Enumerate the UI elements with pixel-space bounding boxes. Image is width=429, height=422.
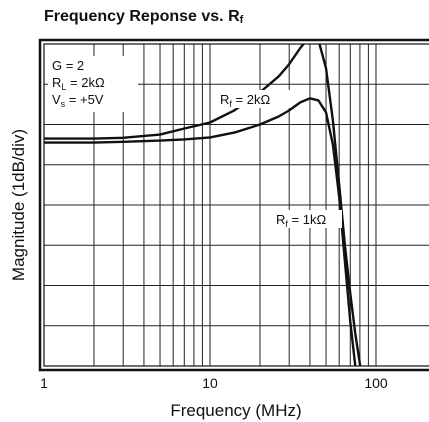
curves: [44, 44, 362, 366]
chart-title: Frequency Reponse vs. Rf: [44, 8, 244, 26]
svg-text:Rf = 1kΩ: Rf = 1kΩ: [276, 212, 326, 229]
conditions-box: G = 2 RL = 2kΩ Vs = +5V: [48, 56, 138, 112]
x-tick-labels: 1 10 100: [40, 375, 388, 391]
grid: [44, 44, 429, 366]
rl-annotation: RL = 2kΩ: [52, 75, 105, 92]
plot-frame: [38, 38, 429, 372]
series-label-rf-2k: Rf = 2kΩ: [216, 90, 290, 109]
series-label-rf-1k: Rf = 1kΩ: [272, 210, 342, 229]
vs-annotation: Vs = +5V: [52, 92, 104, 109]
gain-annotation: G = 2: [52, 58, 84, 73]
x-axis-label: Frequency (MHz): [170, 401, 301, 420]
x-tick-label: 10: [202, 375, 218, 391]
x-tick-label: 100: [364, 375, 388, 391]
series-line-1: [44, 97, 357, 366]
svg-text:Rf = 2kΩ: Rf = 2kΩ: [220, 92, 270, 109]
x-tick-label: 1: [40, 375, 48, 391]
y-axis-label: Magnitude (1dB/div): [9, 129, 28, 281]
series-line-0: [44, 44, 362, 366]
